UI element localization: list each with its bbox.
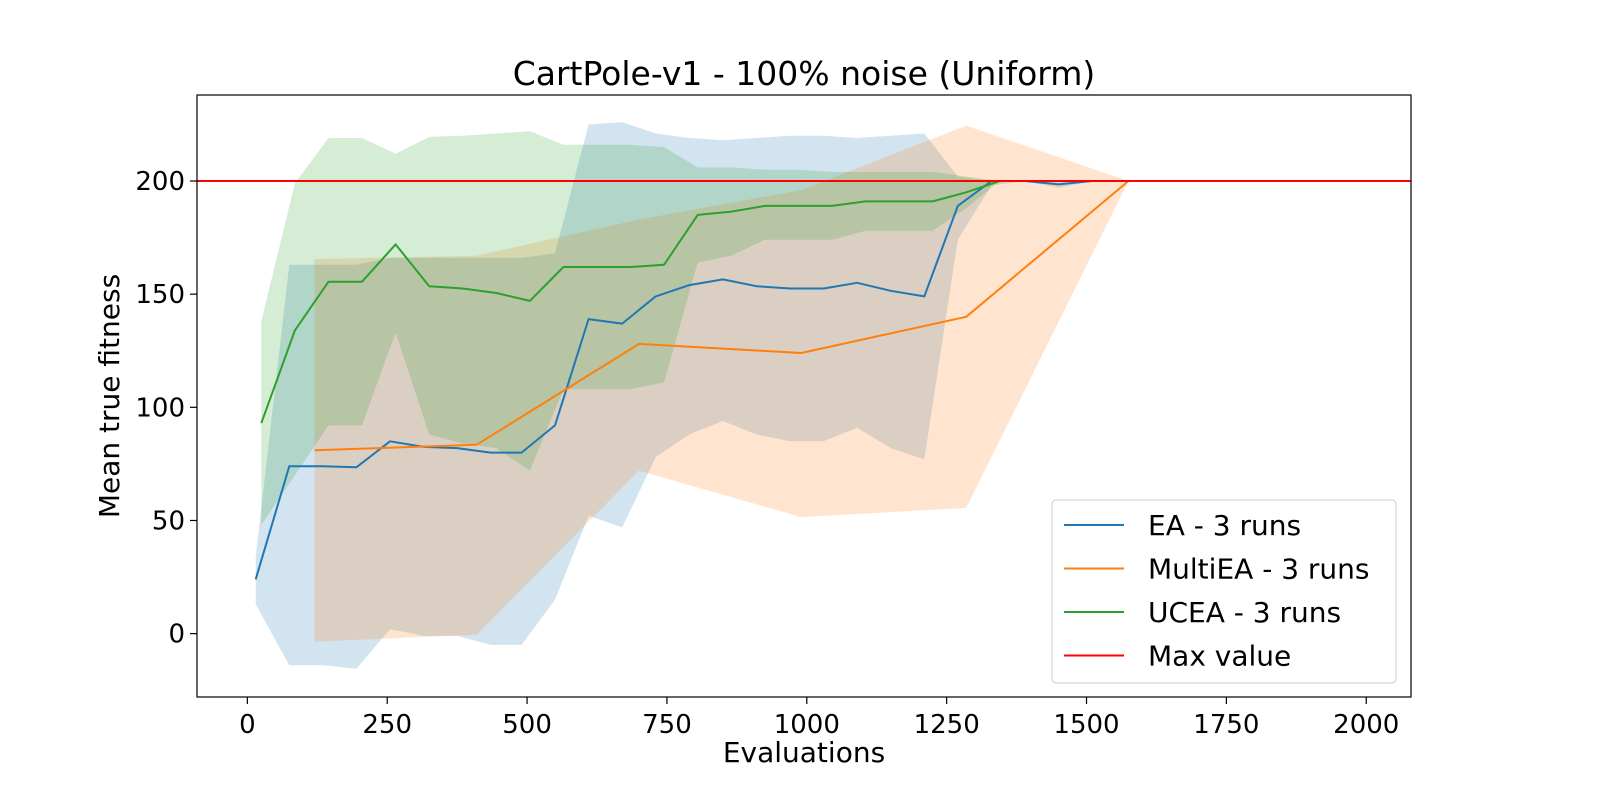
x-tick-label: 0 [239, 710, 256, 740]
y-axis-label: Mean true fitness [93, 274, 126, 518]
y-tick-label: 0 [168, 620, 185, 650]
x-axis: 0 250 500 750 1000 1250 1500 1750 2000 [239, 697, 1399, 740]
x-tick-label: 1500 [1053, 710, 1119, 740]
legend-frame [1051, 499, 1397, 684]
y-tick-label: 150 [135, 280, 185, 310]
x-axis-label: Evaluations [723, 736, 885, 769]
x-tick-label: 1750 [1193, 710, 1259, 740]
legend-label-ea-3-runs: EA - 3 runs [1148, 509, 1301, 542]
x-tick-label: 500 [502, 710, 552, 740]
x-tick-label: 2000 [1333, 710, 1399, 740]
band-ea-3-runs [255, 122, 1361, 669]
plot-frame [196, 94, 1412, 698]
chart-title: CartPole-v1 - 100% noise (Uniform) [513, 54, 1096, 93]
legend-label-max-value: Max value [1148, 640, 1291, 673]
plot-area [197, 122, 1411, 669]
y-tick-label: 200 [135, 167, 185, 197]
x-tick-label: 750 [642, 710, 692, 740]
y-axis: 0 50 100 150 200 [135, 167, 197, 650]
y-tick-label: 100 [135, 393, 185, 423]
x-tick-label: 250 [362, 710, 412, 740]
legend-label-multiea-3-runs: MultiEA - 3 runs [1148, 553, 1370, 586]
band-ucea-3-runs [261, 131, 1336, 525]
band-multiea-3-runs [314, 125, 1294, 642]
x-tick-label: 1000 [774, 710, 840, 740]
x-tick-label: 1250 [914, 710, 980, 740]
legend-label-ucea-3-runs: UCEA - 3 runs [1148, 596, 1341, 629]
legend: EA - 3 runs MultiEA - 3 runs UCEA - 3 runs… [1051, 499, 1397, 684]
y-tick-label: 50 [152, 506, 185, 536]
